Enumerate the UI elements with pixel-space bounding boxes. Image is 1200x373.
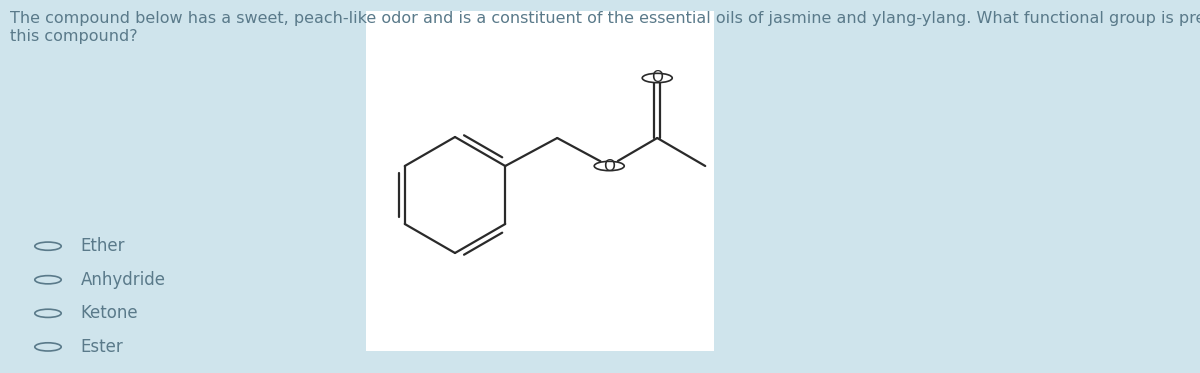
Bar [366, 11, 714, 351]
Text: Ether: Ether [80, 237, 125, 255]
Circle shape [594, 162, 624, 171]
Text: Ketone: Ketone [80, 304, 138, 322]
Text: The compound below has a sweet, peach-like odor and is a constituent of the esse: The compound below has a sweet, peach-li… [10, 11, 1200, 44]
Circle shape [642, 73, 672, 83]
Text: O: O [604, 159, 616, 173]
Text: Anhydride: Anhydride [80, 271, 166, 289]
Text: Ester: Ester [80, 338, 124, 356]
Text: O: O [652, 70, 664, 85]
